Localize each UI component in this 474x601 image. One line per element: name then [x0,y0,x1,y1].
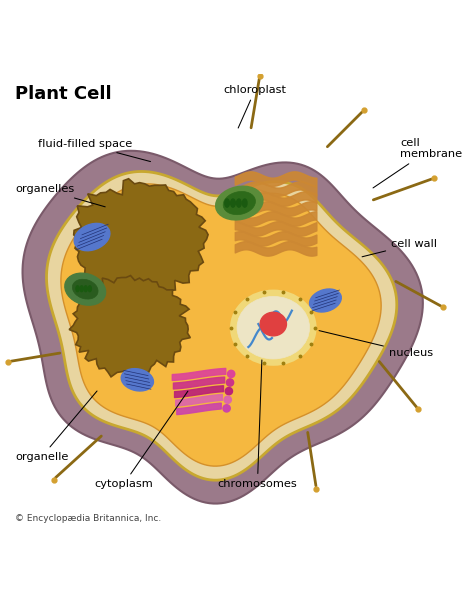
Polygon shape [69,275,190,377]
Polygon shape [61,184,381,466]
Ellipse shape [243,199,247,207]
Text: fluid-filled space: fluid-filled space [37,139,151,162]
Text: chromosomes: chromosomes [218,360,297,489]
Ellipse shape [76,285,79,291]
Ellipse shape [73,279,98,299]
Text: cytoplasm: cytoplasm [94,391,188,489]
Ellipse shape [237,296,310,359]
Ellipse shape [228,370,235,377]
Text: Plant Cell: Plant Cell [15,85,111,103]
Ellipse shape [65,273,106,305]
Ellipse shape [84,285,87,291]
Ellipse shape [223,192,255,215]
Text: organelle: organelle [15,391,97,462]
Ellipse shape [216,186,263,220]
Text: chloroplast: chloroplast [224,85,287,128]
Ellipse shape [121,368,154,391]
Polygon shape [23,151,423,504]
Ellipse shape [80,285,83,291]
Text: organelles: organelles [15,185,105,207]
Ellipse shape [227,379,234,386]
Ellipse shape [260,313,286,336]
Ellipse shape [224,396,231,403]
Polygon shape [73,178,208,297]
Ellipse shape [225,388,233,395]
Text: cell wall: cell wall [362,239,437,257]
Ellipse shape [223,404,230,412]
Ellipse shape [231,199,235,207]
Ellipse shape [231,291,315,364]
Ellipse shape [237,199,241,207]
Text: © Encyclopædia Britannica, Inc.: © Encyclopædia Britannica, Inc. [15,514,161,522]
Ellipse shape [74,224,110,251]
Text: nucleus: nucleus [319,331,433,358]
Ellipse shape [225,199,229,207]
Ellipse shape [88,285,91,291]
Text: cell
membrane: cell membrane [373,138,462,188]
Polygon shape [46,171,397,480]
Ellipse shape [310,289,341,312]
